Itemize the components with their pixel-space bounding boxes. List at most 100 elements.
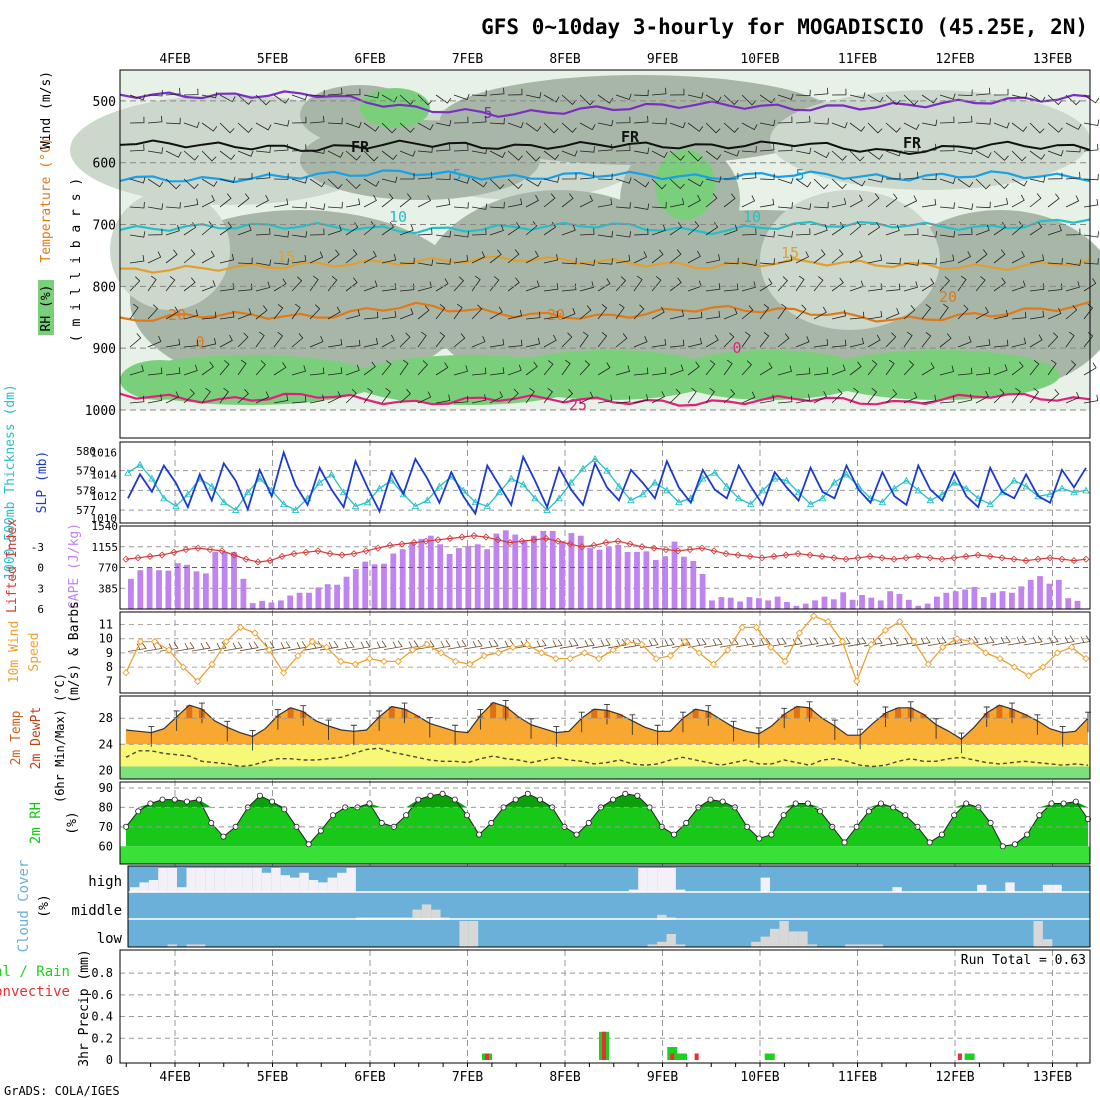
wind-barb [911,636,931,647]
wind-barb [237,283,253,292]
wind-barb [271,641,291,651]
wind-barb [651,338,667,348]
wind-barb [165,391,180,404]
wind-barb [381,310,397,320]
day-label-top: 5FEB [257,52,288,67]
lifted-index-point [506,539,514,547]
wind-barb [527,639,547,649]
wind-barb [201,221,214,236]
wind-barb [867,150,884,160]
wind-speed-point [151,637,159,646]
minmax-bar [173,710,180,731]
wind-barb [327,117,343,125]
wind-barb [1029,334,1043,348]
wind-barb [1011,387,1021,404]
wind-barb [129,365,144,376]
temperature-contour [119,255,1091,274]
wind-barb [759,143,775,152]
wind-speed-point [1039,663,1047,671]
rh-point [573,831,580,838]
wind-barb [1083,303,1094,320]
cape-bar [418,538,425,609]
thickness-point [351,502,360,510]
lifted-index-point [1022,557,1030,565]
thickness-point [1046,490,1054,498]
wind-barb [957,178,974,188]
pressure-tick: 1000 [85,404,116,419]
cape-bar [456,548,462,609]
run-total: Run Total = 0.63 [961,953,1086,968]
wind-barb [993,339,1009,348]
wind-barb [939,177,956,185]
wind-barb [291,116,307,124]
wind-barb [1065,391,1080,404]
cape-bar [812,600,818,609]
cape-bar [671,541,678,609]
rh-point [902,812,909,819]
wind-barb [1065,360,1077,376]
temperature-axis-label: Temperature (°C) [39,137,54,262]
wind-barb [795,228,811,236]
wind-barb [927,636,947,646]
rh-moist-region [655,150,715,220]
cape-bar [596,549,603,609]
minmax-bar [325,719,332,741]
wind-barb [975,178,991,190]
wind-barb [885,332,897,348]
wind-barb [921,258,937,265]
wind-barb [237,224,252,236]
lifted-index-point [422,537,430,545]
lifted-index-point [998,554,1006,562]
lifted-index-point [1010,555,1018,563]
wind-barb [561,224,576,236]
wind-barb [471,115,487,124]
wind-barb [291,303,301,320]
cape-bar [1037,576,1043,609]
wind-barb [345,222,359,236]
cloud-bar [252,868,262,892]
wind-barb [525,194,539,208]
thickness-point [555,494,563,502]
wind-barb [417,195,432,208]
wind-barb [309,115,325,124]
wind-barb [705,150,722,160]
wind-barb [975,201,991,209]
wind-barb [705,334,719,348]
wind-barb [831,388,843,404]
wind-barb [363,195,377,208]
wind-barb [417,281,432,292]
cape-bar [427,535,434,609]
wind-barb [327,391,342,404]
wind-barb [867,359,878,376]
cape-bar [652,560,659,609]
lifted-index-point [482,533,490,541]
rh-point [817,808,824,815]
wind-barb [1011,221,1024,236]
wind-barb [759,173,775,181]
below-surface [120,410,1090,438]
rh-point [476,831,483,838]
cloud-bar [195,868,206,892]
thickness-point [651,478,659,486]
wind-barb [335,640,355,651]
thickness-tick: 580 [76,445,96,458]
lifted-index-point [398,540,406,548]
cape-bar [137,570,144,609]
wind-barb [867,221,881,236]
wind-barb [813,87,829,96]
wind-speed-point [480,652,488,660]
minmax-bar [679,711,686,733]
wind-barb [1039,635,1059,646]
wind-barb [219,334,233,348]
wind-barb [147,251,162,264]
wind-barb [183,277,196,292]
wind-barb [507,339,523,348]
wind-barb [363,250,377,264]
precip-total-bar [764,1053,775,1060]
rh-point [183,798,190,805]
wind-barb [543,283,559,292]
wind-barb [291,333,304,348]
cloud-bar [1042,939,1053,947]
wind-barb [939,93,956,100]
cape-bar [390,553,397,609]
